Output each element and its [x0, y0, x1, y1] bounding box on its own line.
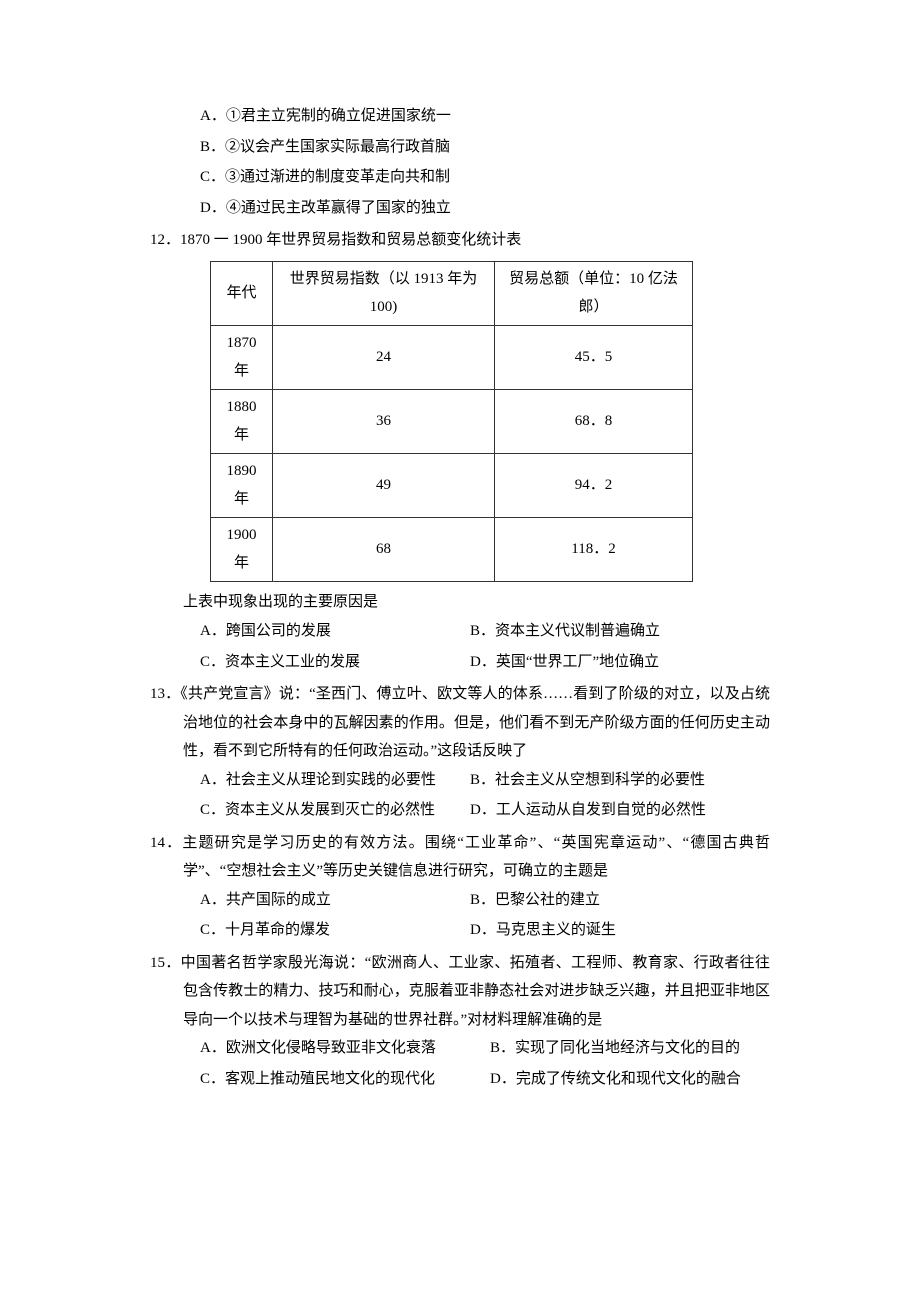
cell-index: 36: [273, 389, 495, 453]
q11-option-c: C．③通过渐进的制度变革走向共和制: [200, 163, 770, 192]
q12-option-b: B．资本主义代议制普遍确立: [470, 617, 770, 646]
q12-stem: 12．1870 一 1900 年世界贸易指数和贸易总额变化统计表: [150, 226, 770, 255]
q14-option-d: D．马克思主义的诞生: [470, 916, 770, 945]
q12-prompt: 上表中现象出现的主要原因是: [150, 588, 770, 617]
q11-option-d: D．④通过民主改革赢得了国家的独立: [200, 194, 770, 223]
table-row: 1870 年 24 45．5: [211, 325, 693, 389]
q14-option-a: A．共产国际的成立: [200, 886, 470, 915]
q12-data-table: 年代 世界贸易指数（以 1913 年为 100) 贸易总额（单位：10 亿法郎）…: [210, 261, 693, 582]
header-index: 世界贸易指数（以 1913 年为 100): [273, 261, 495, 325]
q11-options: A．①君主立宪制的确立促进国家统一 B．②议会产生国家实际最高行政首脑 C．③通…: [150, 102, 770, 222]
cell-year: 1870 年: [211, 325, 273, 389]
cell-year: 1890 年: [211, 453, 273, 517]
q15-number: 15．: [150, 955, 181, 971]
q15-option-d: D．完成了传统文化和现代文化的融合: [490, 1065, 770, 1094]
header-total: 贸易总额（单位：10 亿法郎）: [495, 261, 693, 325]
q15-option-c: C．客观上推动殖民地文化的现代化: [200, 1065, 490, 1094]
q12-options: A．跨国公司的发展 B．资本主义代议制普遍确立 C．资本主义工业的发展 D．英国…: [150, 617, 770, 676]
q13-option-c: C．资本主义从发展到灭亡的必然性: [200, 796, 470, 825]
q13-stem: 13．《共产党宣言》说：“圣西门、傅立叶、欧文等人的体系……看到了阶级的对立，以…: [150, 680, 770, 766]
q12-stem-text: 1870 一 1900 年世界贸易指数和贸易总额变化统计表: [180, 232, 521, 248]
cell-year: 1880 年: [211, 389, 273, 453]
q12-option-a: A．跨国公司的发展: [200, 617, 470, 646]
q13-option-b: B．社会主义从空想到科学的必要性: [470, 766, 770, 795]
q15-option-a: A．欧洲文化侵略导致亚非文化衰落: [200, 1034, 490, 1063]
q11-option-b: B．②议会产生国家实际最高行政首脑: [200, 133, 770, 162]
q15-stem: 15．中国著名哲学家殷光海说：“欧洲商人、工业家、拓殖者、工程师、教育家、行政者…: [150, 949, 770, 1035]
q15-options: A．欧洲文化侵略导致亚非文化衰落 B．实现了同化当地经济与文化的目的 C．客观上…: [150, 1034, 770, 1093]
table-row: 1900 年 68 118．2: [211, 517, 693, 581]
q14-option-c: C．十月革命的爆发: [200, 916, 470, 945]
table-row: 1880 年 36 68．8: [211, 389, 693, 453]
q15-option-b: B．实现了同化当地经济与文化的目的: [490, 1034, 770, 1063]
q14-stem: 14．主题研究是学习历史的有效方法。围绕“工业革命”、“英国宪章运动”、“德国古…: [150, 829, 770, 886]
cell-total: 118．2: [495, 517, 693, 581]
cell-year: 1900 年: [211, 517, 273, 581]
q12-option-c: C．资本主义工业的发展: [200, 648, 470, 677]
q13-options: A．社会主义从理论到实践的必要性 B．社会主义从空想到科学的必要性 C．资本主义…: [150, 766, 770, 825]
q13-stem-text: 《共产党宣言》说：“圣西门、傅立叶、欧文等人的体系……看到了阶级的对立，以及占统…: [180, 686, 770, 759]
cell-index: 49: [273, 453, 495, 517]
cell-index: 68: [273, 517, 495, 581]
q13-option-d: D．工人运动从自发到自觉的必然性: [470, 796, 770, 825]
q14-option-b: B．巴黎公社的建立: [470, 886, 770, 915]
table-header-row: 年代 世界贸易指数（以 1913 年为 100) 贸易总额（单位：10 亿法郎）: [211, 261, 693, 325]
q14-stem-text: 主题研究是学习历史的有效方法。围绕“工业革命”、“英国宪章运动”、“德国古典哲学…: [182, 835, 770, 880]
q14-number: 14．: [150, 835, 182, 851]
q12-option-d: D．英国“世界工厂”地位确立: [470, 648, 770, 677]
q15-stem-text: 中国著名哲学家殷光海说：“欧洲商人、工业家、拓殖者、工程师、教育家、行政者往往包…: [181, 955, 770, 1028]
q12-number: 12．: [150, 232, 180, 248]
q13-option-a: A．社会主义从理论到实践的必要性: [200, 766, 470, 795]
q11-option-a: A．①君主立宪制的确立促进国家统一: [200, 102, 770, 131]
q14-options: A．共产国际的成立 B．巴黎公社的建立 C．十月革命的爆发 D．马克思主义的诞生: [150, 886, 770, 945]
q13-number: 13．: [150, 686, 180, 702]
cell-total: 68．8: [495, 389, 693, 453]
header-year: 年代: [211, 261, 273, 325]
table-row: 1890 年 49 94．2: [211, 453, 693, 517]
cell-total: 45．5: [495, 325, 693, 389]
cell-index: 24: [273, 325, 495, 389]
cell-total: 94．2: [495, 453, 693, 517]
